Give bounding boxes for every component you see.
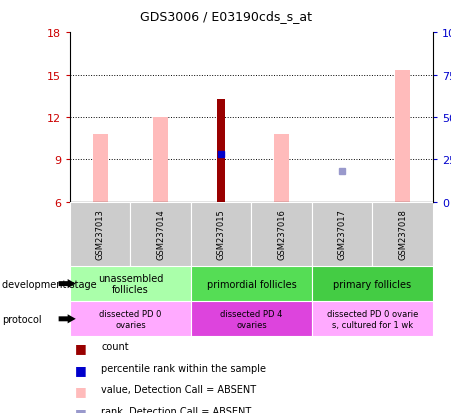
Text: GSM237017: GSM237017 [338, 209, 347, 260]
Bar [312, 202, 373, 266]
Text: GSM237018: GSM237018 [398, 209, 407, 260]
Bar [217, 100, 226, 202]
Text: development stage: development stage [2, 279, 97, 289]
Text: GSM237014: GSM237014 [156, 209, 165, 260]
Text: GSM237016: GSM237016 [277, 209, 286, 260]
Bar [252, 202, 312, 266]
Bar [153, 118, 168, 202]
Text: ■: ■ [74, 385, 86, 397]
Text: GSM237015: GSM237015 [216, 209, 226, 260]
Text: primary follicles: primary follicles [333, 279, 411, 289]
Bar [373, 202, 433, 266]
Text: value, Detection Call = ABSENT: value, Detection Call = ABSENT [101, 385, 257, 394]
Bar [191, 202, 252, 266]
Bar [70, 266, 191, 301]
Text: unassembled
follicles: unassembled follicles [98, 273, 163, 295]
Text: dissected PD 4
ovaries: dissected PD 4 ovaries [220, 309, 283, 329]
Text: ■: ■ [74, 363, 86, 376]
Text: dissected PD 0 ovarie
s, cultured for 1 wk: dissected PD 0 ovarie s, cultured for 1 … [327, 309, 418, 329]
Bar [312, 266, 433, 301]
Text: percentile rank within the sample: percentile rank within the sample [101, 363, 267, 373]
Text: primordial follicles: primordial follicles [207, 279, 296, 289]
Text: ■: ■ [74, 406, 86, 413]
Text: dissected PD 0
ovaries: dissected PD 0 ovaries [99, 309, 161, 329]
Bar [191, 266, 312, 301]
Bar [92, 135, 108, 202]
Text: count: count [101, 342, 129, 351]
Bar [395, 71, 410, 202]
Bar [312, 301, 433, 337]
Bar [70, 202, 130, 266]
Bar [70, 301, 191, 337]
Text: ■: ■ [74, 342, 86, 354]
Text: GDS3006 / E03190cds_s_at: GDS3006 / E03190cds_s_at [139, 10, 312, 23]
Bar [130, 202, 191, 266]
Bar [274, 135, 289, 202]
Bar [191, 301, 312, 337]
Text: GSM237013: GSM237013 [96, 209, 105, 260]
Text: rank, Detection Call = ABSENT: rank, Detection Call = ABSENT [101, 406, 252, 413]
Text: protocol: protocol [2, 314, 42, 324]
